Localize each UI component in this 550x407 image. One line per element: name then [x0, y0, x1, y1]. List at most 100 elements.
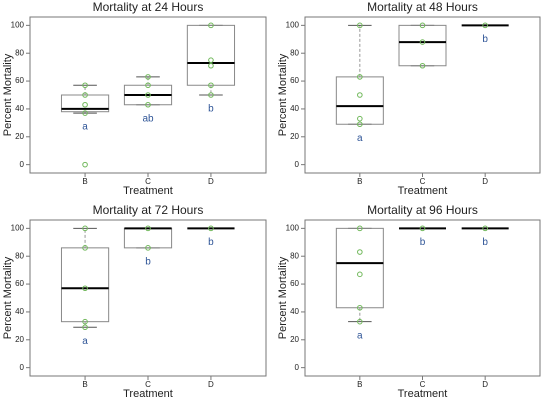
- y-tick-label: 60: [15, 279, 24, 288]
- y-tick-label: 40: [15, 307, 24, 316]
- y-tick-label: 0: [20, 363, 25, 372]
- significance-letter: b: [208, 237, 214, 248]
- data-point: [357, 92, 363, 98]
- data-point: [357, 115, 363, 122]
- data-point: [419, 225, 426, 232]
- x-axis-label: Treatment: [398, 185, 448, 197]
- y-tick-label: 40: [290, 307, 299, 316]
- y-tick-label: 100: [286, 20, 300, 29]
- x-tick-label: C: [420, 380, 426, 389]
- data-point: [357, 249, 363, 255]
- significance-letter: b: [145, 256, 151, 267]
- y-axis-label: Percent Mortality: [277, 53, 289, 136]
- data-point: [482, 22, 488, 29]
- y-tick-label: 0: [20, 160, 25, 169]
- data-point: [82, 324, 88, 331]
- data-point: [208, 22, 214, 29]
- y-tick-label: 60: [15, 76, 24, 85]
- data-point: [145, 74, 151, 80]
- data-point: [208, 225, 214, 232]
- data-point: [208, 62, 214, 69]
- x-tick-label: C: [145, 380, 151, 389]
- significance-letter: a: [357, 330, 363, 341]
- data-point: [208, 92, 214, 98]
- data-point: [82, 318, 88, 325]
- y-axis-label: Percent Mortality: [2, 53, 14, 136]
- data-point: [357, 271, 363, 278]
- data-point: [82, 285, 88, 292]
- box: [60, 247, 110, 323]
- data-point: [357, 22, 363, 29]
- chart-title: Mortality at 48 Hours: [367, 0, 478, 14]
- y-tick-label: 40: [15, 104, 24, 113]
- box: [123, 227, 173, 249]
- significance-letter: b: [208, 104, 214, 115]
- data-point: [145, 92, 151, 98]
- data-point: [82, 92, 88, 98]
- y-tick-label: 80: [15, 48, 24, 57]
- data-point: [82, 110, 88, 116]
- y-axis-label: Percent Mortality: [2, 256, 14, 339]
- significance-letter: b: [420, 237, 426, 248]
- data-point: [357, 225, 363, 232]
- plot-frame: [29, 219, 267, 377]
- box: [398, 24, 447, 67]
- x-tick-label: D: [482, 177, 488, 186]
- y-tick-label: 60: [290, 76, 299, 85]
- data-point: [419, 62, 426, 69]
- data-point: [145, 245, 151, 251]
- data-point: [357, 318, 363, 325]
- x-tick-label: D: [208, 177, 214, 186]
- box: [186, 24, 236, 86]
- data-point: [419, 39, 426, 45]
- significance-letter: a: [82, 336, 88, 347]
- y-tick-label: 0: [295, 160, 300, 169]
- data-point: [208, 57, 214, 63]
- x-axis-label: Treatment: [123, 388, 173, 400]
- y-tick-label: 100: [11, 223, 25, 232]
- box: [335, 227, 384, 309]
- significance-letter: b: [482, 34, 488, 45]
- plot-frame: [304, 16, 541, 174]
- x-axis-label: Treatment: [123, 185, 173, 197]
- x-tick-label: C: [145, 177, 151, 186]
- y-tick-label: 0: [295, 363, 300, 372]
- x-tick-label: B: [82, 177, 87, 186]
- y-tick-label: 20: [15, 335, 24, 344]
- x-tick-label: B: [357, 177, 362, 186]
- y-tick-label: 20: [290, 335, 299, 344]
- chart-title: Mortality at 72 Hours: [93, 203, 204, 217]
- data-point: [145, 225, 151, 232]
- y-tick-label: 100: [286, 223, 300, 232]
- data-point: [145, 82, 151, 89]
- x-tick-label: C: [420, 177, 426, 186]
- x-tick-label: D: [208, 380, 214, 389]
- x-tick-label: B: [82, 380, 87, 389]
- data-point: [357, 74, 363, 80]
- x-tick-label: D: [482, 380, 488, 389]
- y-tick-label: 80: [290, 251, 299, 260]
- box: [335, 76, 384, 125]
- data-point: [82, 245, 88, 251]
- data-point: [419, 22, 426, 29]
- data-point: [357, 121, 363, 128]
- y-tick-label: 80: [290, 48, 299, 57]
- data-point: [82, 161, 88, 168]
- box: [60, 94, 110, 113]
- data-point: [82, 225, 88, 232]
- significance-letter: ab: [142, 113, 154, 124]
- y-axis-label: Percent Mortality: [277, 256, 289, 339]
- data-point: [145, 101, 151, 108]
- y-tick-label: 20: [15, 132, 24, 141]
- data-point: [482, 225, 488, 232]
- y-tick-label: 40: [290, 104, 299, 113]
- chart-title: Mortality at 96 Hours: [367, 203, 478, 217]
- x-axis-label: Treatment: [398, 388, 448, 400]
- chart-title: Mortality at 24 Hours: [93, 0, 204, 14]
- data-point: [82, 82, 88, 89]
- significance-letter: a: [82, 122, 88, 133]
- significance-letter: b: [482, 237, 488, 248]
- significance-letter: a: [357, 133, 363, 144]
- y-tick-label: 60: [290, 279, 299, 288]
